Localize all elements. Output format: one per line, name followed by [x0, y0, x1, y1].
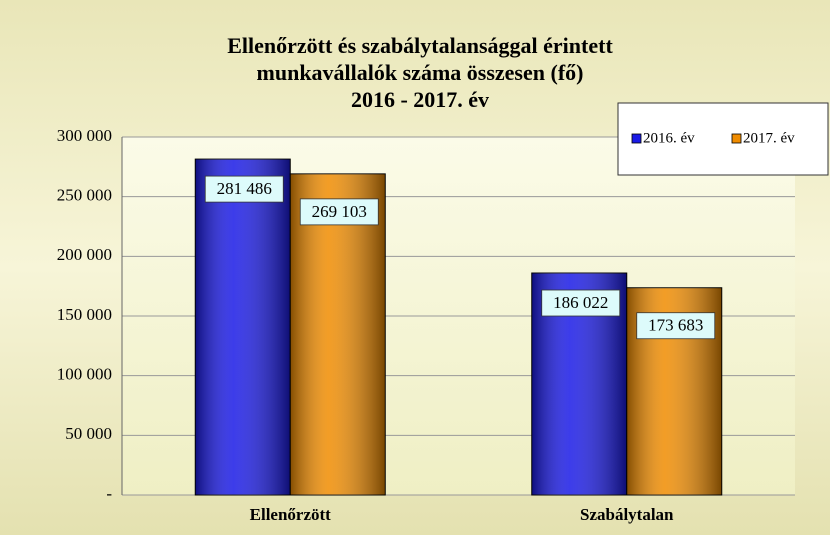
legend-label: 2017. év [743, 130, 795, 146]
value-label: 173 683 [648, 316, 703, 335]
value-label: 186 022 [553, 293, 608, 312]
value-label-box [636, 312, 716, 340]
bar-shading [195, 159, 291, 495]
x-tick-label: Ellenőrzött [250, 505, 332, 524]
y-tick-label: 300 000 [57, 126, 112, 145]
y-tick-label: 50 000 [65, 424, 112, 443]
value-label-box [204, 175, 284, 203]
bar-shading [290, 173, 386, 495]
value-label-box [541, 289, 621, 317]
y-tick-label: 200 000 [57, 245, 112, 264]
y-tick-label: 150 000 [57, 305, 112, 324]
legend-swatch [731, 133, 742, 144]
y-tick-label: - [106, 484, 112, 503]
value-label: 281 486 [217, 179, 272, 198]
legend-swatch [631, 133, 642, 144]
value-label-box [299, 198, 379, 226]
value-label: 269 103 [312, 202, 367, 221]
chart-title: Ellenőrzött és szabálytalansággal érinte… [227, 33, 613, 58]
chart-title: munkavállalók száma összesen (fő) [257, 60, 584, 85]
y-tick-label: 100 000 [57, 365, 112, 384]
legend-label: 2016. év [643, 130, 695, 146]
x-tick-label: Szabálytalan [580, 505, 674, 524]
chart-title: 2016 - 2017. év [351, 87, 489, 112]
legend-box [617, 102, 829, 176]
y-tick-label: 250 000 [57, 186, 112, 205]
